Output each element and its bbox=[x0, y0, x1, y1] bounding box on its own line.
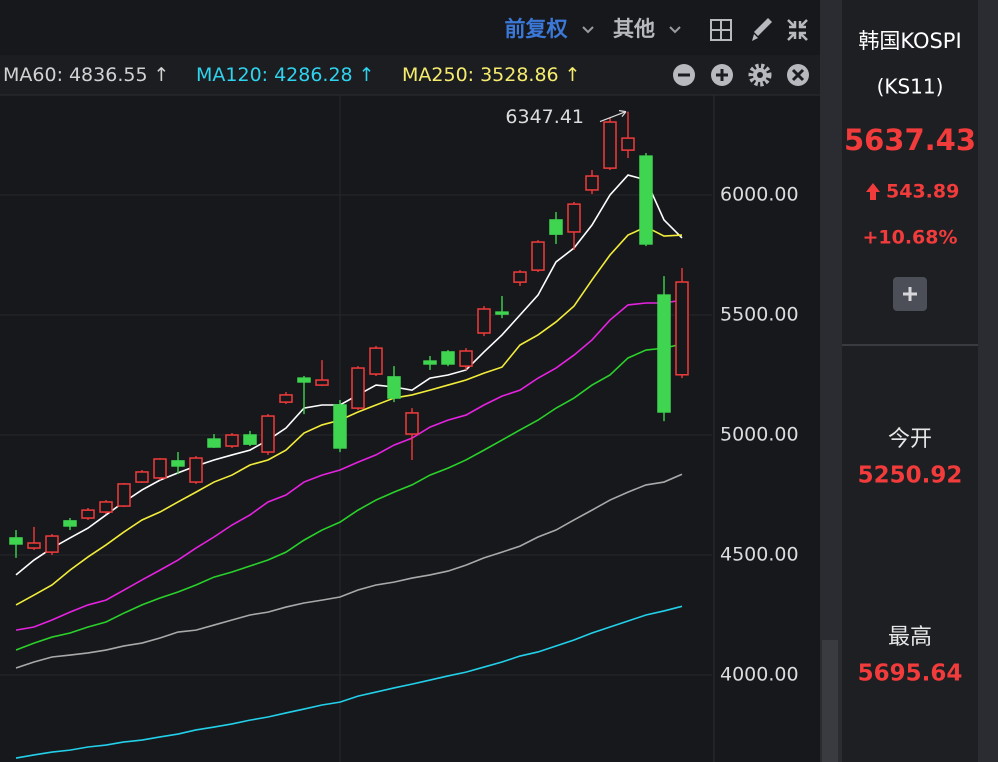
candle-body bbox=[477, 308, 491, 334]
candle-body bbox=[441, 351, 455, 365]
candle-body bbox=[315, 379, 329, 386]
candle-body bbox=[189, 457, 203, 483]
adjust-menu[interactable]: 前复权 bbox=[505, 17, 568, 41]
close-button[interactable] bbox=[787, 64, 809, 86]
candle-body bbox=[171, 460, 185, 467]
candle-body bbox=[261, 415, 275, 453]
indicator-trend: ↑ bbox=[154, 64, 170, 86]
plot-area bbox=[0, 111, 712, 759]
candle-body bbox=[225, 434, 239, 447]
other-menu[interactable]: 其他 bbox=[613, 17, 655, 41]
open-value: 5250.92 bbox=[858, 463, 963, 489]
indicator-legend: MA250: 3528.86 ↑ bbox=[402, 64, 581, 86]
candle-body bbox=[117, 483, 131, 507]
up-arrow-icon bbox=[866, 183, 880, 200]
candle-body bbox=[81, 509, 95, 519]
zoom-in-button[interactable] bbox=[711, 64, 733, 86]
indicator-legend: MA60: 4836.55 ↑ bbox=[3, 64, 169, 86]
ma-line bbox=[15, 605, 683, 759]
candle-body bbox=[297, 377, 311, 383]
y-tick-label: 4500.00 bbox=[720, 544, 799, 566]
y-tick-label: 5000.00 bbox=[720, 424, 799, 446]
indicator-name: MA120: bbox=[196, 64, 268, 86]
candle-body bbox=[9, 537, 23, 545]
zoom-out-button[interactable] bbox=[673, 64, 695, 86]
candle-body bbox=[63, 520, 77, 527]
candle-body bbox=[495, 311, 509, 315]
candle-body bbox=[405, 412, 419, 435]
annotation-arrow bbox=[599, 111, 627, 123]
chevron bbox=[582, 26, 594, 34]
candle-body bbox=[459, 350, 473, 367]
draw-icon[interactable] bbox=[752, 18, 772, 41]
candle-body bbox=[585, 175, 599, 191]
indicator-value: 3528.86 bbox=[480, 64, 559, 86]
candle-body bbox=[243, 434, 257, 445]
candle-body bbox=[351, 367, 365, 409]
chart-panel bbox=[0, 0, 820, 762]
indicator-trend: ↑ bbox=[359, 64, 375, 86]
candle-body bbox=[279, 394, 293, 403]
indicator-name: MA60: bbox=[3, 64, 63, 86]
indicator-name: MA250: bbox=[402, 64, 474, 86]
candle-body bbox=[423, 360, 437, 365]
settings-button[interactable] bbox=[748, 63, 772, 87]
index-code: (KS11) bbox=[877, 75, 944, 99]
candle-body bbox=[27, 542, 41, 549]
candle-body bbox=[513, 271, 527, 283]
change: 543.89 bbox=[886, 181, 959, 203]
candle-body bbox=[657, 294, 671, 413]
indicator-legend: MA120: 4286.28 ↑ bbox=[196, 64, 375, 86]
quote-panel bbox=[842, 0, 978, 762]
ma-line bbox=[15, 226, 683, 606]
candle-body bbox=[603, 121, 617, 169]
candle-body bbox=[567, 203, 581, 233]
indicator-trend: ↑ bbox=[565, 64, 581, 86]
candle-body bbox=[675, 281, 689, 376]
y-tick-label: 4000.00 bbox=[720, 664, 799, 686]
candle-body bbox=[99, 501, 113, 513]
max-label: 6347.41 bbox=[505, 106, 584, 128]
candle-body bbox=[387, 376, 401, 399]
scrollbar[interactable] bbox=[822, 640, 838, 762]
y-tick-label: 5500.00 bbox=[720, 304, 799, 326]
candle-body bbox=[333, 404, 347, 449]
high-value: 5695.64 bbox=[858, 661, 963, 687]
ma-line bbox=[15, 299, 683, 631]
candle-body bbox=[531, 241, 545, 271]
candle-body bbox=[45, 535, 59, 553]
indicator-value: 4286.28 bbox=[274, 64, 353, 86]
index-name: 韩国KOSPI bbox=[858, 29, 961, 53]
collapse-icon[interactable] bbox=[787, 19, 808, 41]
open-label: 今开 bbox=[888, 427, 932, 452]
candle-body bbox=[135, 471, 149, 483]
chevron bbox=[669, 26, 681, 34]
ma-line bbox=[15, 473, 683, 669]
annotation-arrowhead bbox=[618, 110, 627, 117]
layout-icon[interactable] bbox=[710, 19, 732, 41]
candle-body bbox=[207, 438, 221, 448]
candle-body bbox=[153, 458, 167, 479]
ma-line bbox=[15, 343, 683, 651]
change-percent: +10.68% bbox=[862, 227, 957, 249]
add-button[interactable] bbox=[893, 277, 927, 311]
high-label: 最高 bbox=[888, 625, 932, 650]
candle-body bbox=[621, 137, 635, 151]
y-tick-label: 6000.00 bbox=[720, 184, 799, 206]
candle-body bbox=[369, 347, 383, 375]
candle-body bbox=[549, 219, 563, 235]
price: 5637.43 bbox=[844, 123, 976, 157]
indicator-value: 4836.55 bbox=[69, 64, 148, 86]
candle-body bbox=[639, 155, 653, 245]
